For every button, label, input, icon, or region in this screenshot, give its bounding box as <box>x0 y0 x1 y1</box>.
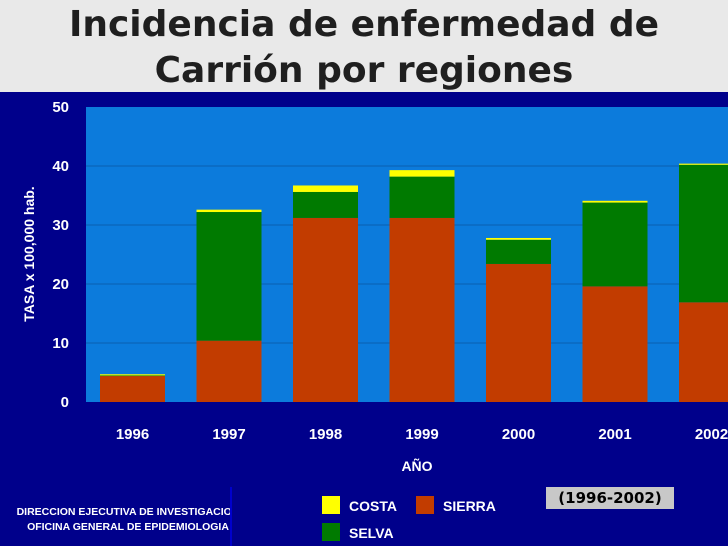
legend: COSTA SIERRA SELVA <box>230 487 594 546</box>
bar-costa-2002 <box>679 163 728 165</box>
y-tick-label: 30 <box>52 217 69 234</box>
bar-sierra-2002 <box>679 302 728 402</box>
legend-swatch-selva <box>322 523 340 541</box>
x-tick-label: 1999 <box>405 426 438 443</box>
bar-sierra-1997 <box>196 340 262 402</box>
chart-title-line-1: Incidencia de enfermedad de <box>68 4 660 45</box>
bar-costa-2000 <box>486 237 551 240</box>
y-tick-label: 40 <box>52 158 69 175</box>
legend-label-costa: COSTA <box>349 498 397 514</box>
bar-costa-1996 <box>100 374 165 376</box>
bar-selva-1999 <box>389 176 455 218</box>
footer-org-line-1: DIRECCION EJECUTIVA DE INVESTIGACION <box>16 506 240 518</box>
bar-costa-2001 <box>582 200 648 203</box>
x-axis-ticks: 1996 1997 1998 1999 2000 2001 2002 <box>116 426 728 443</box>
legend-swatch-costa <box>322 496 340 514</box>
y-tick-label: 0 <box>61 394 69 411</box>
bar-selva-2002 <box>679 164 728 303</box>
bar-sierra-1999 <box>389 217 455 402</box>
x-tick-label: 1997 <box>212 426 245 443</box>
bar-sierra-2000 <box>486 263 551 402</box>
chart-title-line-2: Carrión por regiones <box>154 50 574 91</box>
period-label: (1996-2002) <box>546 487 674 509</box>
footer-org-line-2: OFICINA GENERAL DE EPIDEMIOLOGIA <box>27 521 229 533</box>
title-band: Incidencia de enfermedad de Carrión por … <box>0 0 728 92</box>
bar-selva-1998 <box>293 191 358 218</box>
bar-selva-2000 <box>486 239 551 264</box>
y-axis-label: TASA x 100,000 hab. <box>21 186 37 321</box>
x-tick-label: 2001 <box>598 426 631 443</box>
bar-costa-1998 <box>293 185 358 192</box>
x-axis-label: AÑO <box>401 457 432 474</box>
footer-organization: DIRECCION EJECUTIVA DE INVESTIGACION OFI… <box>8 505 248 535</box>
bar-selva-1997 <box>196 212 262 341</box>
x-tick-label: 2002 <box>695 426 728 443</box>
legend-label-selva: SELVA <box>349 525 394 541</box>
bar-sierra-1996 <box>100 376 165 402</box>
y-tick-label: 50 <box>52 99 69 116</box>
x-tick-label: 1998 <box>309 426 342 443</box>
legend-swatch-sierra <box>416 496 434 514</box>
bar-sierra-1998 <box>293 217 358 402</box>
x-tick-label: 2000 <box>502 426 535 443</box>
bars <box>100 163 728 402</box>
y-tick-label: 10 <box>52 335 69 352</box>
bar-selva-1996 <box>100 375 165 377</box>
x-tick-label: 1996 <box>116 426 149 443</box>
y-tick-label: 20 <box>52 276 69 293</box>
bar-sierra-2001 <box>582 286 648 402</box>
legend-label-sierra: SIERRA <box>443 498 496 514</box>
bar-costa-1999 <box>389 170 455 177</box>
bar-selva-2001 <box>582 202 648 287</box>
bar-costa-1997 <box>196 209 262 213</box>
y-axis-ticks: 0 10 20 30 40 50 <box>52 99 69 411</box>
